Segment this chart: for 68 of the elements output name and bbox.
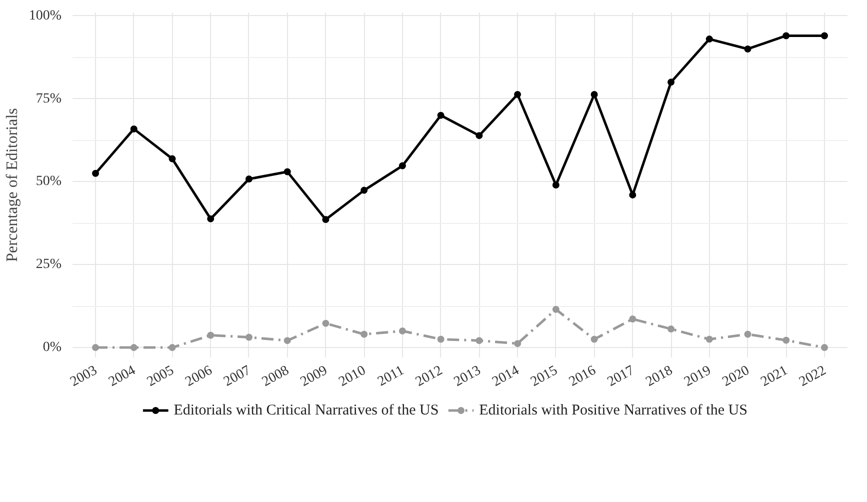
point bbox=[629, 191, 636, 198]
point bbox=[398, 162, 406, 170]
point bbox=[207, 332, 214, 339]
point bbox=[168, 155, 176, 162]
point bbox=[168, 344, 176, 352]
point bbox=[207, 215, 214, 222]
x-tick-label: 2010 bbox=[336, 363, 368, 390]
x-tick-label: 2004 bbox=[106, 363, 138, 390]
point bbox=[92, 344, 100, 352]
point bbox=[284, 337, 291, 344]
point bbox=[514, 90, 522, 98]
x-tick-label: 2013 bbox=[452, 363, 484, 390]
point bbox=[668, 78, 675, 86]
point bbox=[130, 344, 138, 352]
x-tick-label: 2014 bbox=[490, 363, 522, 390]
point bbox=[245, 176, 252, 183]
point bbox=[744, 330, 752, 338]
point bbox=[629, 316, 636, 323]
x-tick-label: 2005 bbox=[144, 363, 177, 390]
point bbox=[552, 306, 560, 313]
point bbox=[360, 186, 368, 194]
point bbox=[476, 337, 483, 344]
x-tick-label: 2008 bbox=[260, 363, 292, 390]
point bbox=[245, 334, 252, 341]
point bbox=[706, 336, 713, 343]
point bbox=[782, 32, 790, 40]
x-tick-label: 2019 bbox=[682, 363, 714, 390]
x-tick-label: 2021 bbox=[758, 363, 790, 390]
y-tick-label: 75% bbox=[36, 91, 62, 106]
x-tick-label: 2022 bbox=[797, 363, 829, 390]
x-tick-label: 2007 bbox=[222, 363, 254, 390]
point bbox=[437, 112, 444, 119]
point bbox=[820, 32, 828, 40]
x-tick-label: 2017 bbox=[605, 363, 637, 390]
y-axis-title: Percentage of Editorials bbox=[4, 108, 21, 262]
x-tick-label: 2012 bbox=[413, 363, 446, 390]
point bbox=[514, 340, 522, 348]
point bbox=[744, 45, 752, 52]
point bbox=[322, 216, 330, 223]
point bbox=[590, 90, 598, 98]
point bbox=[284, 168, 291, 176]
point bbox=[322, 320, 330, 327]
point bbox=[706, 36, 713, 43]
point bbox=[668, 325, 675, 332]
point bbox=[92, 170, 100, 177]
y-tick-label: 25% bbox=[36, 257, 62, 272]
y-tick-label: 100% bbox=[28, 8, 62, 24]
x-tick-label: 2016 bbox=[566, 363, 599, 390]
y-tick-label: 0% bbox=[42, 340, 62, 356]
point bbox=[590, 336, 598, 343]
point bbox=[437, 336, 444, 343]
point bbox=[398, 327, 406, 334]
legend-label: Editorials with Positive Narratives of the US bbox=[479, 402, 748, 418]
point bbox=[782, 336, 790, 344]
point bbox=[476, 132, 483, 140]
legend-label: Editorials with Critical Narratives of the US bbox=[174, 402, 439, 418]
x-tick-label: 2009 bbox=[298, 363, 330, 390]
x-tick-label: 2020 bbox=[720, 363, 752, 390]
y-tick-label: 50% bbox=[36, 174, 62, 190]
x-tick-label: 2018 bbox=[644, 363, 676, 390]
point bbox=[130, 125, 138, 132]
x-tick-label: 2003 bbox=[68, 363, 100, 390]
point bbox=[360, 330, 368, 338]
point bbox=[552, 182, 560, 188]
point bbox=[820, 344, 828, 352]
x-tick-label: 2015 bbox=[528, 363, 560, 390]
x-tick-label: 2011 bbox=[375, 363, 407, 390]
x-tick-label: 2006 bbox=[183, 363, 215, 390]
